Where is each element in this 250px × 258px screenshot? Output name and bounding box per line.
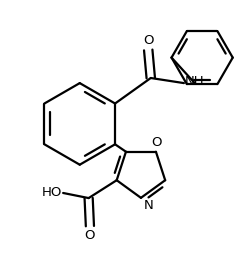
Text: NH: NH <box>185 75 205 88</box>
Text: N: N <box>144 199 154 212</box>
Text: O: O <box>151 135 162 149</box>
Text: O: O <box>143 34 154 47</box>
Text: HO: HO <box>42 186 62 199</box>
Text: O: O <box>85 229 95 242</box>
